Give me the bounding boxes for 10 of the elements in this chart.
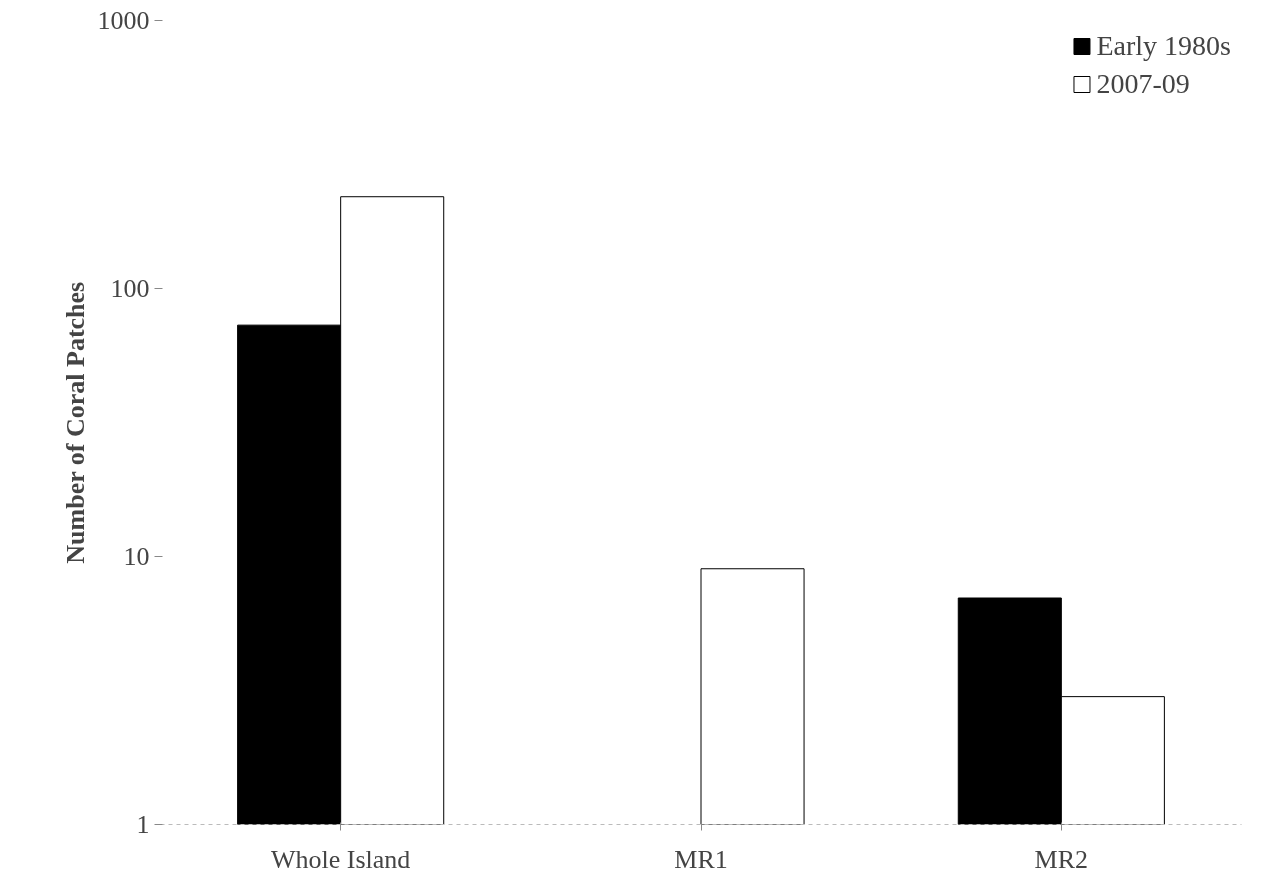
x-tick-label: Whole Island <box>270 844 411 874</box>
y-tick-label: 100 <box>110 274 150 303</box>
x-tick-label: MR1 <box>674 844 728 874</box>
legend-label: Early 1980s <box>1096 30 1231 62</box>
x-tick-label: MR2 <box>1034 844 1089 874</box>
legend-label: 2007-09 <box>1096 68 1190 100</box>
y-tick-label: 10 <box>123 542 150 571</box>
y-tick-label: 1 <box>136 810 150 839</box>
y-axis-title: Number of Coral Patches <box>60 281 90 564</box>
y-tick-label: 1000 <box>97 6 150 35</box>
